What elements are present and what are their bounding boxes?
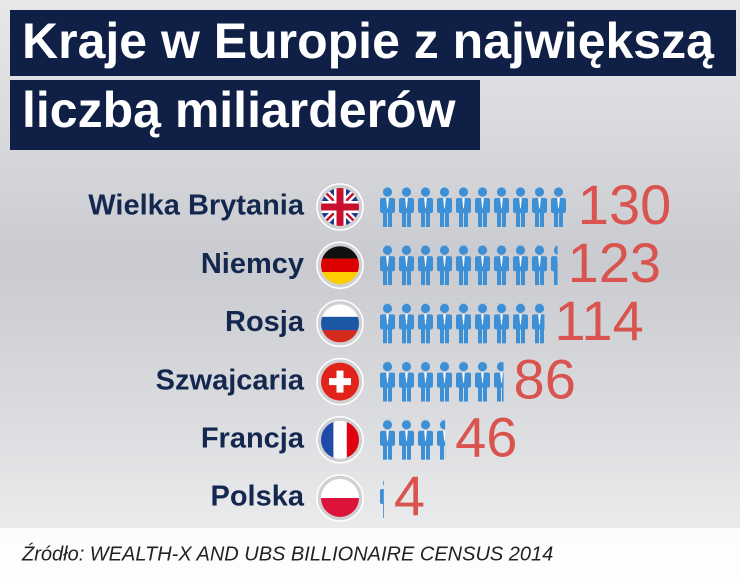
value-label: 4 [394,464,425,527]
footer-band [0,528,740,582]
chart-title: liczbą miliarderów [22,82,456,138]
flag [321,479,359,517]
value-label: 114 [554,289,643,352]
bar [378,245,558,286]
flag [321,420,359,459]
flag [321,304,359,343]
bar [378,303,545,344]
value-label: 123 [568,231,661,294]
value-label: 130 [578,173,671,236]
flag [321,362,359,401]
value-label: 86 [514,347,576,410]
category-label: Szwajcaria [156,364,305,396]
bar [378,361,504,402]
bar [378,478,384,518]
title-box [10,10,736,76]
category-label: Rosja [225,306,305,338]
bar [378,187,568,227]
category-label: Francja [201,422,305,454]
category-label: Polska [211,481,305,513]
chart-title: Kraje w Europie z największą [22,13,715,69]
flag [321,188,359,226]
source: Źródło: WEALTH-X AND UBS BILLIONAIRE CEN… [21,542,553,565]
flag [321,246,359,285]
category-label: Wielka Brytania [88,190,305,222]
bar [378,419,446,460]
value-label: 46 [455,406,517,469]
category-label: Niemcy [201,248,304,280]
title-box [10,80,480,150]
